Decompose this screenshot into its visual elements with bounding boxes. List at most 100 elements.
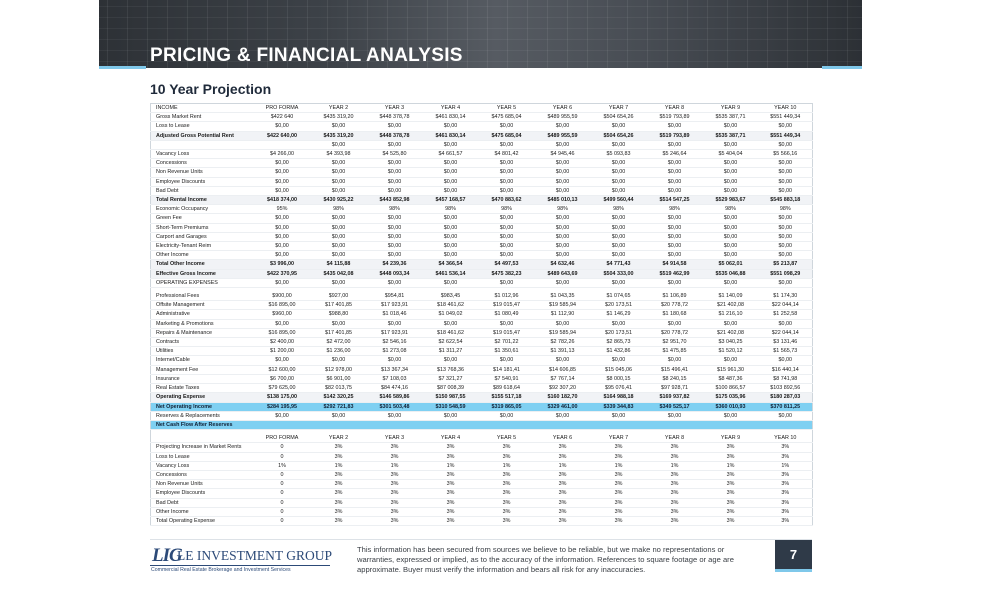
table-row: Effective Gross Income $422 370,95 $435 04… [150,269,813,279]
table-cell: $4 945,46 [534,149,591,160]
facade-line [607,0,608,68]
table-cell: $6 700,00 [253,374,311,385]
table-cell: 3% [534,507,591,517]
table-cell: $19 015,47 [478,328,535,339]
table-cell: 3% [758,507,813,517]
table-cell: 98% [310,204,367,215]
table-cell: $0,00 [310,177,367,187]
row-label [150,140,254,151]
table-cell: YEAR 10 [758,103,813,114]
table-cell: $19 585,94 [534,300,591,311]
table-row: Professional Fees $900,00 $927,00 $954,81 $9… [150,292,813,302]
table-cell: 3% [758,442,813,453]
table-cell: $927,00 [310,292,367,302]
table-cell: $489 955,59 [534,131,591,141]
facade-line [447,0,448,68]
facade-line [307,0,308,68]
table-cell: 0 [253,488,311,499]
table-cell: 1% [590,461,647,471]
table-cell: 3% [646,479,703,490]
table-cell: $535 046,88 [702,269,759,279]
page-number-accent [775,569,812,572]
table-cell: 98% [422,204,479,215]
table-cell: $2 400,00 [253,337,311,348]
table-cell: 3% [478,488,535,499]
row-label: Employee Discounts [150,488,254,499]
facade-line [99,50,862,51]
table-row: Utilities $1 200,00 $1 236,00 $1 273,08 $1 3… [150,346,813,357]
table-cell: $519 462,99 [646,269,703,279]
table-cell: $0,00 [702,232,759,243]
table-cell: 98% [478,204,535,215]
table-row: Non Revenue Units $0,00 $0,00 $0,00 $0,00 $0,… [150,167,813,178]
table-cell: $983,45 [422,292,479,302]
facade-line [227,0,228,68]
table-cell: $5 566,16 [758,149,813,160]
table-cell: 3% [422,498,479,508]
table-cell: $0,00 [758,158,813,169]
table-cell: $0,00 [366,140,423,151]
row-label: Concessions [150,470,254,481]
table-cell: $14 181,41 [478,365,535,375]
row-label: Projecting Increase in Market Rents [150,442,254,453]
table-cell [366,420,423,431]
table-cell: $0,00 [478,411,535,421]
table-cell: $0,00 [590,241,647,252]
footer-divider [150,539,812,540]
table-cell: $0,00 [534,250,591,261]
table-row: Gross Market Rent $422 640 $435 319,20 $448… [150,112,813,123]
row-label: Effective Gross Income [150,269,254,279]
table-cell: $519 793,89 [646,131,703,141]
table-cell: $12 978,00 [310,365,367,375]
table-cell: $20 173,51 [590,300,647,311]
table-cell: $0,00 [534,140,591,151]
facade-line [207,0,208,68]
table-cell: $97 928,71 [646,383,703,394]
table-cell: 3% [310,488,367,499]
table-cell: 1% [758,461,813,471]
table-cell: $0,00 [422,241,479,252]
table-cell: $13 367,34 [366,365,423,375]
row-label: Bad Debt [150,498,254,508]
table-cell: $1 049,02 [422,309,479,320]
facade-line [127,0,128,68]
table-cell: $0,00 [702,177,759,187]
facade-line [107,0,108,68]
table-cell: $1 200,00 [253,346,311,357]
table-cell: $20 173,51 [590,328,647,339]
table-cell: $0,00 [534,278,591,289]
table-cell: $5 093,83 [590,149,647,160]
table-cell: $1 074,65 [590,292,647,302]
table-cell: 3% [422,516,479,527]
table-cell: $6 901,00 [310,374,367,385]
table-cell: $0,00 [366,177,423,187]
table-cell: 3% [646,516,703,527]
table-cell: $1 112,90 [534,309,591,320]
table-cell: $0,00 [253,213,311,224]
row-label: Net Cash Flow After Reserves [150,420,254,431]
facade-line [99,39,862,40]
table-cell: $0,00 [310,186,367,197]
table-cell: $0,00 [590,140,647,151]
table-cell: $0,00 [646,121,703,132]
table-cell: 3% [310,470,367,481]
table-cell: $0,00 [646,186,703,197]
table-cell: $13 768,36 [422,365,479,375]
table-cell: $82 013,75 [310,383,367,394]
table-cell: $0,00 [422,213,479,224]
table-row: Economic Occupancy 95% 98% 98% 98% 98% 98% 98% 9… [150,204,813,215]
table-cell: $0,00 [702,241,759,252]
table-cell: YEAR 4 [422,103,479,114]
table-cell: $1 012,96 [478,292,535,302]
facade-line [167,0,168,68]
table-cell: $0,00 [758,186,813,197]
table-cell: $1 350,61 [478,346,535,357]
table-cell: $0,00 [646,167,703,178]
table-cell: $0,00 [534,186,591,197]
table-row: Green Fee $0,00 $0,00 $0,00 $0,00 $0,00 $0,00 $… [150,213,813,224]
table-row: Short-Term Premiums $0,00 $0,00 $0,00 $0,00 $… [150,223,813,233]
table-cell: $0,00 [534,213,591,224]
table-row: Net Operating Income $284 195,95 $292 721,… [150,402,813,412]
facade-line [487,0,488,68]
row-label: Reserves & Replacements [150,411,254,421]
